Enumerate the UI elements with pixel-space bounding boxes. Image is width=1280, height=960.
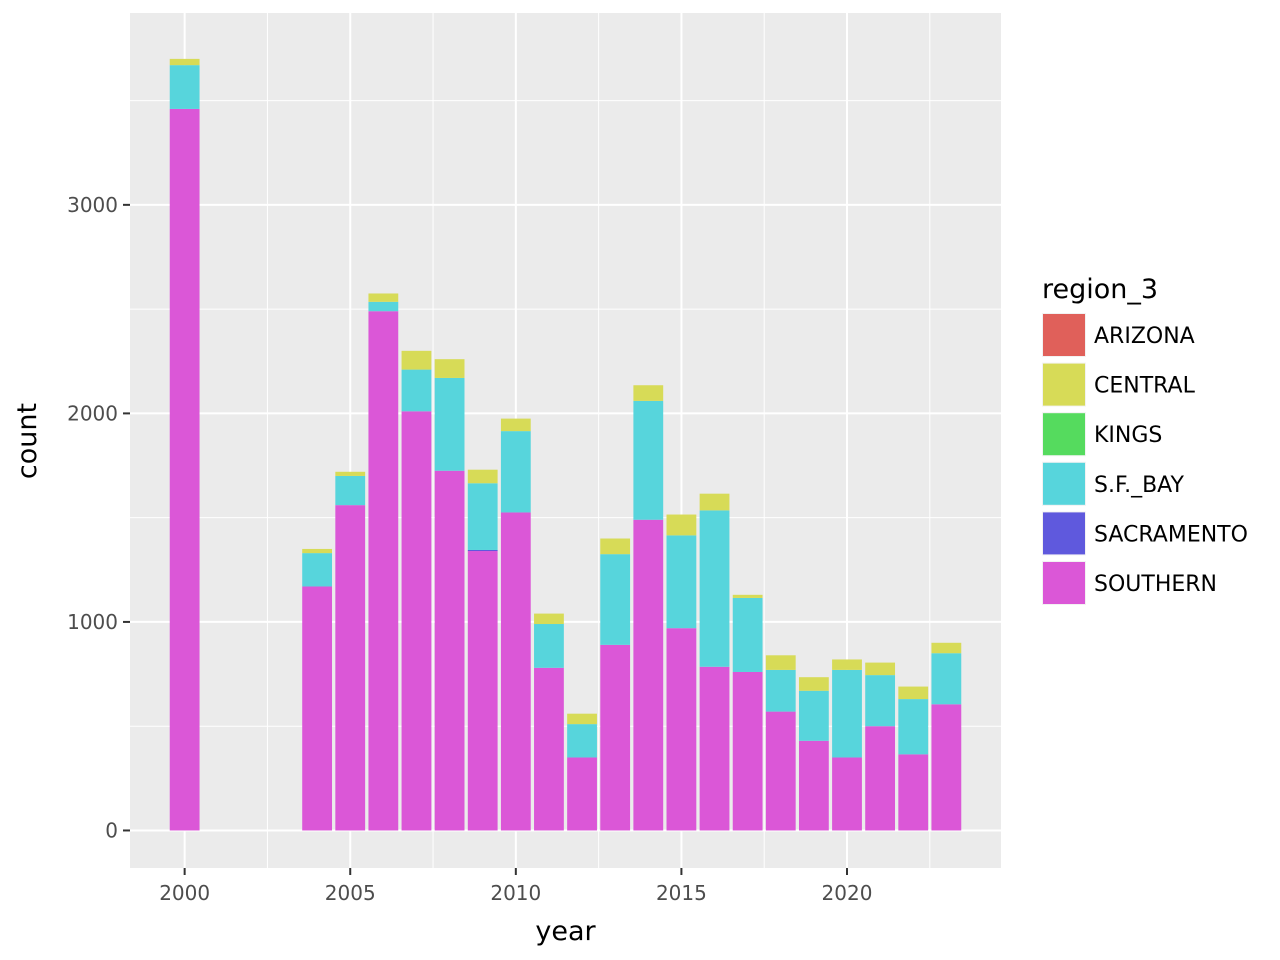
bar-segment <box>500 512 531 831</box>
x-tick-label: 2020 <box>822 881 873 905</box>
bar-segment <box>633 385 664 401</box>
bar-segment <box>302 553 333 587</box>
x-tick-label: 2010 <box>490 881 541 905</box>
bar-segment <box>335 475 366 506</box>
legend-key-arizona <box>1043 314 1085 356</box>
legend: region_3 ARIZONA CENTRAL KINGS S.F._BAY SACR… <box>1042 274 1248 605</box>
bar-segment <box>401 369 432 412</box>
bar-segment <box>335 471 366 476</box>
legend-key-sacramento <box>1043 512 1085 555</box>
bar-segment <box>865 675 896 727</box>
bar-segment <box>931 704 962 831</box>
bar-segment <box>865 726 896 831</box>
bar-segment <box>732 597 763 672</box>
legend-label: KINGS <box>1094 423 1162 448</box>
x-axis: 2000 2005 2010 2015 2020 <box>159 868 872 905</box>
y-tick-label: 0 <box>105 818 118 842</box>
bar-segment <box>169 65 200 109</box>
bar-segment <box>765 655 796 670</box>
legend-key-s-f-bay <box>1043 462 1085 505</box>
bar-segment <box>798 690 829 741</box>
x-axis-title: year <box>535 916 596 947</box>
bar-segment <box>467 483 498 550</box>
bar-segment <box>765 669 796 712</box>
bar-segment <box>467 551 498 831</box>
bar-segment <box>500 431 531 513</box>
bar-segment <box>534 667 564 831</box>
x-tick-label: 2000 <box>159 881 210 905</box>
bar-segment <box>434 359 465 378</box>
x-tick-label: 2015 <box>656 881 707 905</box>
bar-segment <box>169 108 200 831</box>
bar-segment <box>898 686 929 700</box>
bar-segment <box>600 644 631 831</box>
bar-segment <box>699 666 730 831</box>
bar-segment <box>898 754 929 831</box>
bar-segment <box>534 624 564 668</box>
bar-segment <box>832 669 862 758</box>
bar-segment <box>666 535 697 629</box>
bar-segment <box>732 671 763 831</box>
legend-key-southern <box>1043 562 1085 604</box>
bar-segment <box>302 586 333 831</box>
bar-segment <box>666 514 697 536</box>
bar-segment <box>302 548 333 554</box>
bar-segment <box>467 469 498 484</box>
bar-segment <box>335 505 366 831</box>
bar-segment <box>368 293 399 302</box>
y-axis: 0 1000 2000 3000 <box>67 193 130 842</box>
bar-segment <box>534 613 564 625</box>
bar-segment <box>467 549 498 552</box>
bar-segment <box>434 377 465 471</box>
bar-segment <box>765 711 796 831</box>
bar-segment <box>699 493 730 511</box>
bar-segment <box>633 519 664 831</box>
legend-key-kings <box>1043 413 1085 456</box>
bar-segment <box>666 628 697 831</box>
legend-label: SOUTHERN <box>1094 572 1217 597</box>
y-axis-title: count <box>12 403 43 479</box>
x-tick-label: 2005 <box>325 881 376 905</box>
legend-title: region_3 <box>1042 274 1158 305</box>
legend-label: S.F._BAY <box>1094 473 1185 498</box>
bar-segment <box>567 757 597 831</box>
bar-segment <box>401 411 432 831</box>
bar-segment <box>600 538 631 555</box>
bar-segment <box>798 677 829 691</box>
bar-segment <box>368 311 399 831</box>
bar-segment <box>832 659 862 670</box>
y-tick-label: 1000 <box>67 610 118 634</box>
bar-segment <box>500 418 531 432</box>
bar-segment <box>931 642 962 654</box>
y-tick-label: 3000 <box>67 193 118 217</box>
bar-segment <box>600 554 631 645</box>
legend-label: SACRAMENTO <box>1094 522 1248 547</box>
bar-segment <box>798 740 829 831</box>
bar-segment <box>832 757 862 831</box>
bar-segment <box>401 350 432 370</box>
bar-segment <box>567 724 597 758</box>
bar-segment <box>931 653 962 705</box>
grid-minor <box>130 13 1001 868</box>
bar-segment <box>633 400 664 520</box>
bar-segment <box>898 699 929 755</box>
bars <box>169 58 962 831</box>
bar-segment <box>169 58 200 66</box>
bar-segment <box>699 510 730 667</box>
bar-segment <box>732 594 763 598</box>
legend-label: CENTRAL <box>1094 374 1196 399</box>
y-tick-label: 2000 <box>67 401 118 425</box>
bar-segment <box>368 301 399 312</box>
bar-segment <box>865 662 896 676</box>
bar-segment <box>434 470 465 831</box>
legend-label: ARIZONA <box>1094 324 1195 349</box>
legend-key-central <box>1043 363 1085 406</box>
bar-segment <box>567 713 597 725</box>
